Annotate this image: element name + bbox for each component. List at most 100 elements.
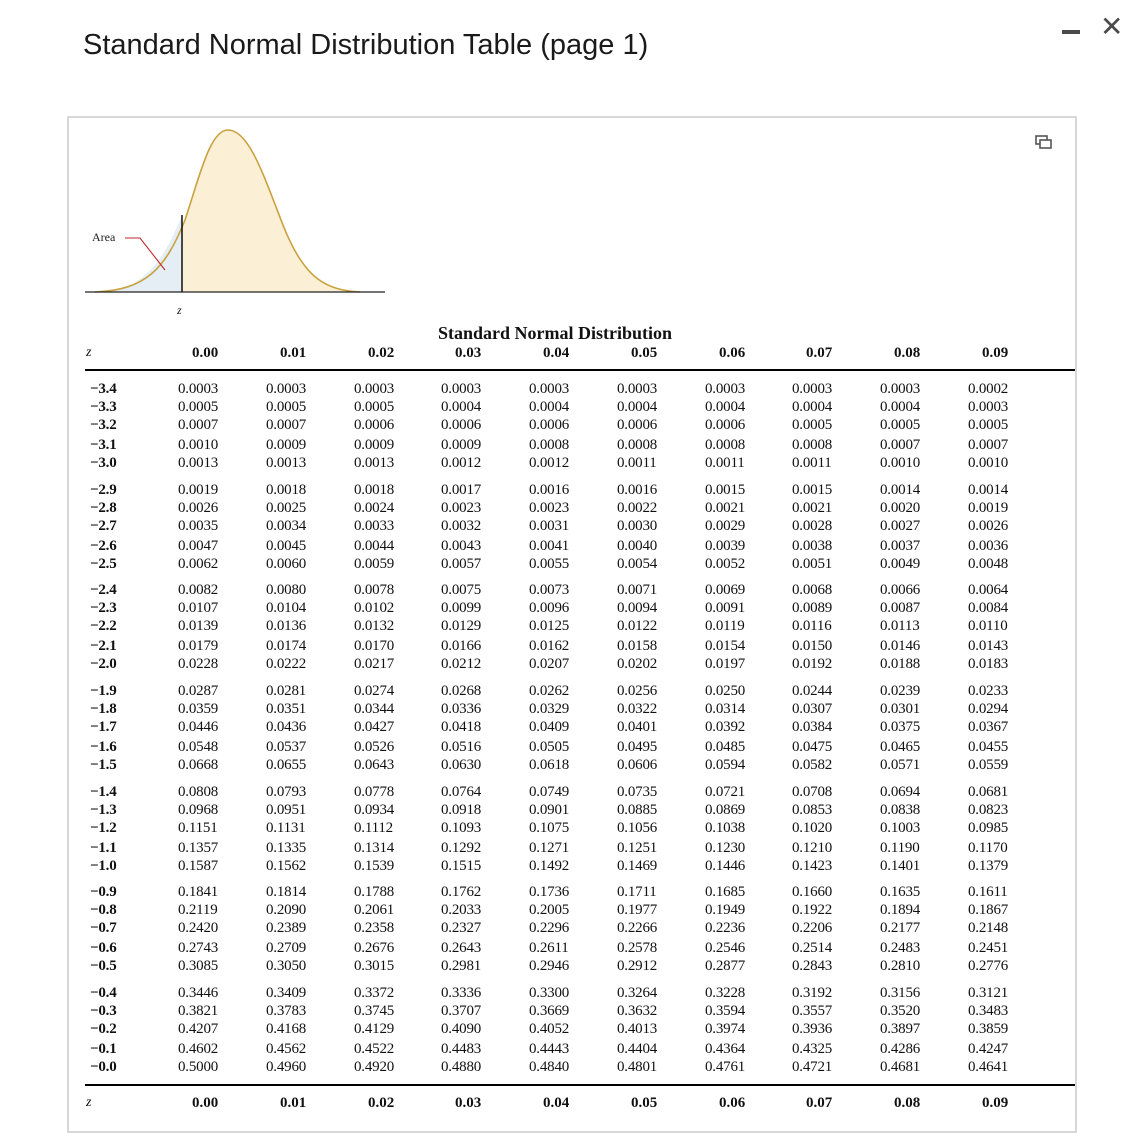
probability-cell: 0.0064 [968,582,1009,598]
probability-cell: 0.3336 [441,985,482,1001]
table-row: −3.1 0.0010 0.0009 0.0009 0.0009 0.0008 0.0008… [0,437,1128,455]
window-title: Standard Normal Distribution Table (page… [83,29,649,61]
probability-cell: 0.0012 [441,455,482,471]
z-value: −2.8 [90,500,117,516]
header-col-3: 0.03 [455,345,482,361]
probability-cell: 0.0268 [441,683,482,699]
probability-cell: 0.2676 [354,940,395,956]
probability-cell: 0.0059 [354,556,395,572]
probability-cell: 0.0005 [792,417,833,433]
normal-curve-svg [85,129,385,293]
table-row: −0.4 0.3446 0.3409 0.3372 0.3336 0.3300 0.3264… [0,985,1128,1003]
z-value: −2.2 [90,618,117,634]
probability-cell: 0.0087 [880,600,921,616]
table-row: −1.0 0.1587 0.1562 0.1539 0.1515 0.1492 0.1469… [0,858,1128,876]
copy-icon[interactable] [1035,133,1053,151]
z-value: −1.9 [90,683,117,699]
probability-cell: 0.1210 [792,840,833,856]
probability-cell: 0.2981 [441,958,482,974]
z-value: −3.1 [90,437,117,453]
z-value: −3.3 [90,399,117,415]
probability-cell: 0.0102 [354,600,395,616]
table-row: −1.3 0.0968 0.0951 0.0934 0.0918 0.0901 0.0885… [0,802,1128,820]
probability-cell: 0.1711 [617,884,657,900]
probability-cell: 0.0066 [880,582,921,598]
close-button[interactable]: ✕ [1100,10,1124,43]
probability-cell: 0.0003 [266,381,307,397]
probability-cell: 0.2776 [968,958,1009,974]
probability-cell: 0.0026 [968,518,1009,534]
probability-cell: 0.1423 [792,858,833,874]
area-pointer [125,237,166,271]
probability-cell: 0.0104 [266,600,307,616]
probability-cell: 0.0032 [441,518,482,534]
probability-cell: 0.0071 [617,582,658,598]
probability-cell: 0.0054 [617,556,658,572]
header-col-1: 0.01 [280,345,307,361]
table-row: −3.2 0.0007 0.0007 0.0006 0.0006 0.0006 0.0006… [0,417,1128,435]
probability-cell: 0.3897 [880,1021,921,1037]
probability-cell: 0.1075 [529,820,570,836]
probability-cell: 0.0049 [880,556,921,572]
probability-cell: 0.0080 [266,582,307,598]
z-value: −0.3 [90,1003,117,1019]
footer-col-3: 0.03 [455,1095,482,1111]
z-value: −3.0 [90,455,117,471]
probability-cell: 0.0668 [178,757,219,773]
shaded-area [95,215,182,292]
z-value: −1.3 [90,802,117,818]
probability-cell: 0.3372 [354,985,395,1001]
probability-cell: 0.0314 [705,701,746,717]
table-row: −0.7 0.2420 0.2389 0.2358 0.2327 0.2296 0.2266… [0,920,1128,938]
probability-cell: 0.0125 [529,618,570,634]
z-value: −1.4 [90,784,117,800]
probability-cell: 0.0040 [617,538,658,554]
probability-cell: 0.1894 [880,902,921,918]
header-col-7: 0.07 [806,345,833,361]
probability-cell: 0.1230 [705,840,746,856]
curve-line [94,129,361,293]
probability-cell: 0.1151 [178,820,218,836]
probability-cell: 0.0537 [266,739,307,755]
probability-cell: 0.0005 [968,417,1009,433]
probability-cell: 0.2877 [705,958,746,974]
probability-cell: 0.3783 [266,1003,307,1019]
z-value: −1.5 [90,757,117,773]
probability-cell: 0.3859 [968,1021,1009,1037]
probability-cell: 0.0197 [705,656,746,672]
probability-cell: 0.0004 [529,399,570,415]
probability-cell: 0.0075 [441,582,482,598]
probability-cell: 0.2578 [617,940,658,956]
probability-cell: 0.0643 [354,757,395,773]
minimize-button[interactable] [1058,18,1084,44]
probability-cell: 0.3050 [266,958,307,974]
probability-cell: 0.1587 [178,858,219,874]
probability-cell: 0.3483 [968,1003,1009,1019]
probability-cell: 0.0008 [617,437,658,453]
probability-cell: 0.0119 [705,618,745,634]
probability-cell: 0.0934 [354,802,395,818]
probability-cell: 0.2119 [178,902,218,918]
probability-cell: 0.0039 [705,538,746,554]
probability-cell: 0.3707 [441,1003,482,1019]
probability-cell: 0.0034 [266,518,307,534]
z-value: −1.0 [90,858,117,874]
probability-cell: 0.0113 [880,618,920,634]
probability-cell: 0.0004 [792,399,833,415]
probability-cell: 0.1736 [529,884,570,900]
probability-cell: 0.0016 [617,482,658,498]
table-row: −3.4 0.0003 0.0003 0.0003 0.0003 0.0003 0.0003… [0,381,1128,399]
probability-cell: 0.0021 [792,500,833,516]
probability-cell: 0.3557 [792,1003,833,1019]
probability-cell: 0.4052 [529,1021,570,1037]
probability-cell: 0.1977 [617,902,658,918]
probability-cell: 0.0170 [354,638,395,654]
probability-cell: 0.0281 [266,683,307,699]
probability-cell: 0.3594 [705,1003,746,1019]
probability-cell: 0.0010 [880,455,921,471]
probability-cell: 0.0008 [792,437,833,453]
probability-cell: 0.4522 [354,1041,395,1057]
probability-cell: 0.3156 [880,985,921,1001]
probability-cell: 0.0548 [178,739,219,755]
probability-cell: 0.2643 [441,940,482,956]
